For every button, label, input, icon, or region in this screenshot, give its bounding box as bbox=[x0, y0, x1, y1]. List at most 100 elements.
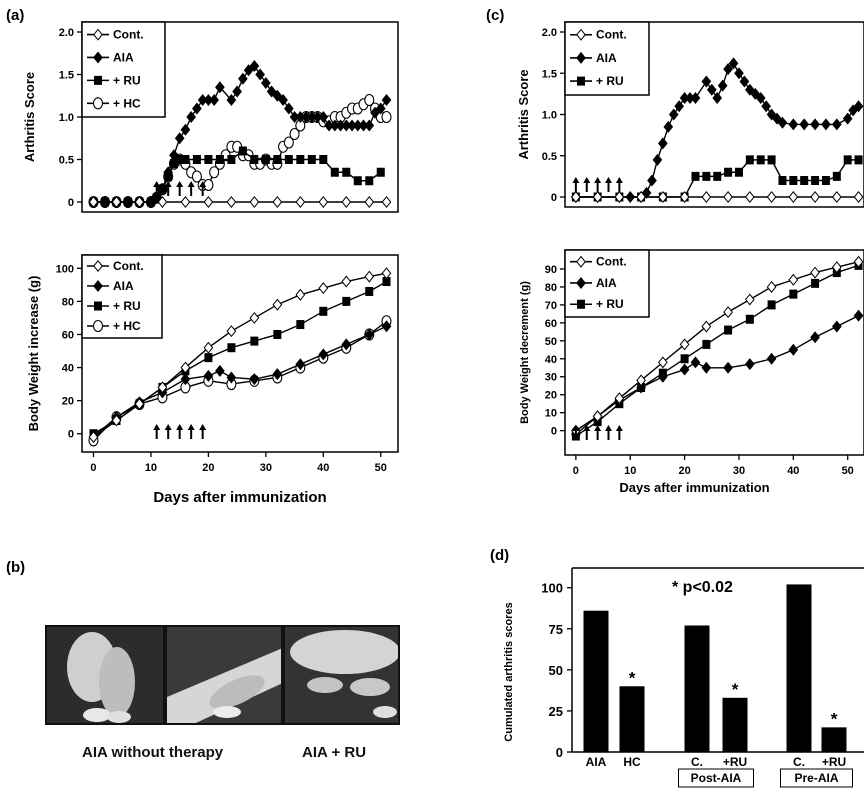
legend-a-bottom-3-marker bbox=[92, 319, 104, 333]
point-a-bottom-1-9 bbox=[272, 368, 283, 381]
point-a-bottom-1-13 bbox=[364, 328, 375, 341]
ytick-label-a-bottom-3: 60 bbox=[62, 329, 74, 341]
arrow-a-bottom-head-1 bbox=[164, 424, 172, 430]
xlabel-c-bottom: Days after immunization bbox=[619, 480, 769, 495]
series-a-bottom-0 bbox=[88, 267, 392, 444]
point-a-top-1-44 bbox=[375, 102, 386, 115]
point-a-top-3-43 bbox=[364, 93, 375, 107]
plot-d: 0 25 50 75 100 Cumulated arthritis scores * p<… bbox=[503, 567, 864, 788]
point-a-bottom-2-10 bbox=[319, 306, 328, 316]
point-c-top-1-33 bbox=[821, 118, 831, 131]
legend-label-a-top-2: + RU bbox=[113, 73, 141, 87]
point-a-top-1-23 bbox=[255, 68, 265, 81]
point-c-top-1-24 bbox=[750, 87, 761, 100]
arrow-a-top-head-0 bbox=[153, 181, 161, 187]
photo-aia-untreated-2 bbox=[165, 625, 283, 725]
point-c-bottom-0-6 bbox=[701, 320, 712, 333]
ytick-label-a-bottom-2: 40 bbox=[62, 363, 74, 375]
plot-frame-c-bottom bbox=[564, 249, 864, 456]
point-a-top-2-27 bbox=[365, 176, 374, 186]
arrow-c-bottom-head-0 bbox=[572, 425, 580, 431]
ytick-label-a-bottom-5: 100 bbox=[56, 263, 74, 275]
point-a-top-1-10 bbox=[174, 132, 185, 145]
point-a-top-1-34 bbox=[318, 111, 329, 123]
point-a-top-0-10 bbox=[318, 196, 329, 208]
point-c-top-0-9 bbox=[766, 191, 777, 203]
bar-label-5: +RU bbox=[822, 755, 846, 769]
bar-label-3: +RU bbox=[723, 755, 747, 769]
point-a-top-1-8 bbox=[163, 166, 174, 179]
point-a-top-2-13 bbox=[204, 155, 213, 164]
point-c-top-2-7 bbox=[702, 171, 711, 181]
d-ytick-label-2: 50 bbox=[549, 663, 563, 678]
point-c-top-2-11 bbox=[745, 155, 754, 165]
ytick-label-c-top-1: 0.5 bbox=[542, 151, 557, 163]
point-c-bottom-2-9 bbox=[767, 300, 776, 310]
arrow-c-top-head-4 bbox=[615, 177, 623, 183]
point-a-top-2-16 bbox=[238, 146, 247, 156]
point-c-top-1-19 bbox=[723, 63, 733, 76]
point-a-top-2-11 bbox=[181, 155, 190, 164]
point-a-bottom-2-5 bbox=[204, 353, 213, 363]
bar-label-0: AIA bbox=[586, 755, 607, 769]
point-c-top-2-14 bbox=[778, 176, 787, 185]
point-a-top-2-12 bbox=[192, 155, 201, 164]
legend-a-bottom: Cont. AIA + RU + HC bbox=[81, 254, 163, 339]
d-ylabel: Cumulated arthritis scores bbox=[503, 602, 515, 741]
point-a-bottom-0-12 bbox=[364, 270, 375, 283]
ytick-label-a-top-3: 1.5 bbox=[59, 70, 74, 82]
ytick-label-a-bottom-4: 80 bbox=[62, 296, 74, 308]
point-c-top-1-37 bbox=[853, 100, 864, 113]
point-c-top-2-10 bbox=[734, 167, 743, 177]
panel-label-a: (a) bbox=[6, 7, 24, 24]
point-a-top-0-6 bbox=[226, 196, 237, 208]
point-a-top-0-1 bbox=[111, 196, 122, 208]
point-a-top-1-11 bbox=[180, 123, 191, 136]
bar-2 bbox=[684, 625, 710, 752]
arrow-a-top-head-1 bbox=[164, 181, 172, 187]
point-c-top-1-16 bbox=[706, 83, 717, 96]
arrow-a-bottom-head-0 bbox=[153, 424, 161, 430]
legend-a-top-3-marker bbox=[92, 97, 104, 110]
bar-1 bbox=[619, 686, 645, 752]
point-c-bottom-0-9 bbox=[766, 280, 777, 293]
point-a-bottom-0-8 bbox=[272, 298, 283, 311]
point-c-top-2-16 bbox=[800, 176, 809, 185]
ytick-label-a-bottom-0: 0 bbox=[68, 429, 74, 441]
xtick-label-c-bottom-2: 20 bbox=[678, 465, 690, 477]
series-c-top-1 bbox=[571, 57, 864, 203]
point-a-top-1-7 bbox=[157, 183, 168, 196]
ytick-label-c-top-4: 2.0 bbox=[542, 27, 557, 39]
arrow-a-top-head-4 bbox=[199, 181, 207, 187]
point-a-bottom-2-8 bbox=[273, 329, 282, 339]
point-c-top-1-8 bbox=[658, 137, 668, 150]
point-a-bottom-0-7 bbox=[249, 311, 260, 324]
point-a-bottom-1-12 bbox=[341, 338, 352, 351]
point-a-top-2-23 bbox=[319, 155, 328, 164]
point-c-top-1-30 bbox=[788, 118, 799, 131]
legend-c-top-1-marker bbox=[576, 51, 586, 64]
point-c-bottom-0-12 bbox=[831, 261, 842, 274]
legend-a-top-1-marker bbox=[93, 51, 103, 64]
point-c-bottom-0-1 bbox=[592, 410, 603, 423]
point-a-top-0-13 bbox=[381, 196, 392, 208]
bar-3 bbox=[722, 697, 748, 752]
point-c-top-1-22 bbox=[739, 75, 750, 88]
point-c-top-1-15 bbox=[701, 75, 712, 88]
point-a-bottom-1-5 bbox=[203, 369, 214, 382]
arrow-c-bottom-head-4 bbox=[615, 425, 623, 431]
point-c-bottom-2-5 bbox=[680, 354, 689, 364]
legend-a-bottom-0-marker bbox=[93, 260, 103, 272]
point-a-top-0-0 bbox=[88, 196, 99, 208]
bar-star-1: * bbox=[629, 668, 636, 687]
legend-label-c-top-1: AIA bbox=[596, 51, 617, 65]
point-c-top-0-4 bbox=[658, 191, 668, 203]
point-c-bottom-0-10 bbox=[788, 273, 799, 286]
point-a-bottom-1-4 bbox=[180, 373, 191, 386]
plot-a-bottom: 0 20 40 60 80 100 Body Weight increase (g) 0 10 2… bbox=[26, 254, 399, 506]
point-c-top-0-12 bbox=[831, 191, 842, 203]
point-c-bottom-1-4 bbox=[658, 370, 668, 383]
point-c-bottom-0-8 bbox=[744, 293, 755, 306]
point-a-top-0-12 bbox=[364, 196, 375, 208]
point-c-bottom-0-5 bbox=[679, 338, 690, 351]
